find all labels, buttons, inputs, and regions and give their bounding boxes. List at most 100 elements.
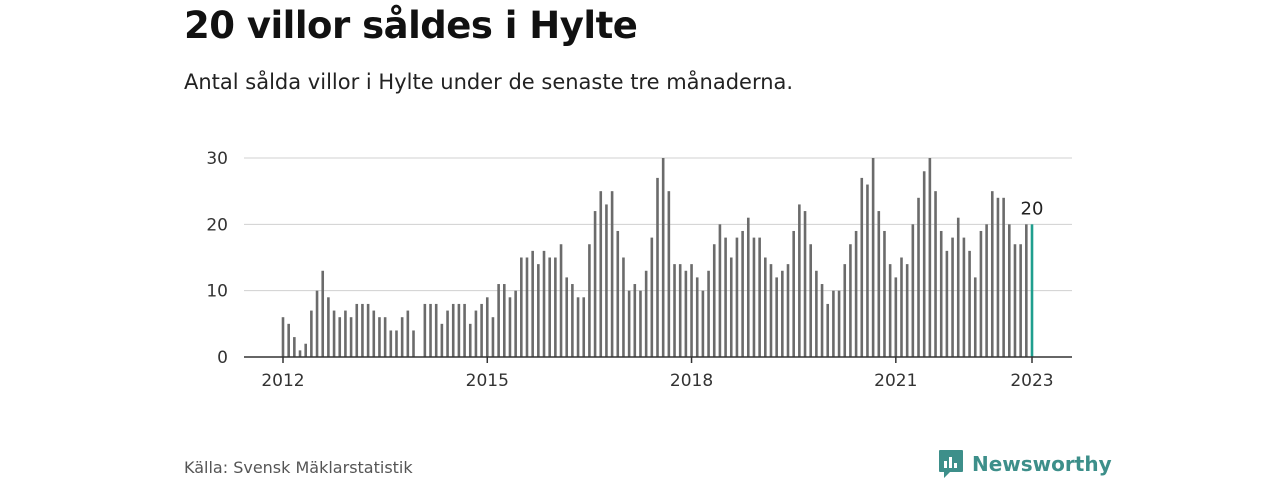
highlighted-bar [1030, 224, 1034, 357]
bar [378, 317, 381, 357]
bar [321, 270, 325, 357]
bar [474, 310, 478, 357]
bar [395, 330, 398, 357]
bar [894, 277, 898, 357]
bar [599, 191, 603, 357]
bar [502, 284, 506, 357]
bar [548, 257, 551, 357]
bar [531, 250, 534, 357]
bar [644, 270, 648, 357]
bar [332, 310, 336, 357]
bar [922, 171, 926, 357]
bar [996, 197, 1000, 357]
bar [361, 303, 364, 357]
bar [712, 244, 716, 357]
bar [610, 191, 614, 357]
bar [372, 310, 376, 357]
bar [338, 317, 342, 357]
bar [786, 264, 790, 357]
bar [849, 244, 852, 357]
bar [956, 217, 960, 357]
bar [900, 257, 903, 357]
bar [928, 158, 932, 357]
bar [446, 310, 449, 357]
bar [389, 330, 393, 357]
bar [866, 184, 869, 357]
bar [366, 303, 370, 357]
bar [781, 270, 784, 357]
bar [911, 224, 915, 357]
bar [752, 237, 756, 357]
source-note: Källa: Svensk Mäklarstatistik [184, 458, 413, 477]
bar [718, 224, 722, 357]
bar [746, 217, 750, 357]
x-tick-label: 2021 [874, 371, 917, 391]
bar [695, 277, 699, 357]
bar [520, 257, 523, 357]
bar [383, 317, 387, 357]
bar [684, 270, 688, 357]
bar [571, 284, 574, 357]
bar [871, 158, 875, 357]
bar [281, 317, 285, 357]
bar [451, 303, 455, 357]
bar [468, 323, 472, 357]
bar [355, 303, 359, 357]
bar [661, 158, 665, 357]
bar [968, 250, 971, 357]
bar [406, 310, 410, 357]
bar [639, 290, 642, 357]
data-label: 20 [1021, 198, 1044, 219]
bar [440, 323, 444, 357]
bar [588, 244, 591, 357]
bar [945, 250, 949, 357]
y-tick-label: 20 [206, 215, 228, 235]
bar [559, 244, 563, 357]
bar [633, 284, 637, 357]
bar [764, 257, 767, 357]
bar [934, 191, 937, 357]
bar [990, 191, 994, 357]
bar [429, 303, 432, 357]
bar [349, 317, 353, 357]
bar [1019, 244, 1022, 357]
bar [304, 343, 307, 357]
bar [576, 297, 580, 357]
bar [792, 230, 795, 357]
bar [298, 350, 302, 357]
bar [565, 277, 569, 357]
bar [820, 284, 824, 357]
bar [554, 257, 557, 357]
bar [593, 211, 597, 357]
bar [310, 310, 313, 357]
bar [656, 177, 659, 357]
bar [287, 323, 290, 357]
bar [877, 211, 881, 357]
bar [457, 303, 461, 357]
bar [514, 290, 517, 357]
bar [758, 237, 761, 357]
chart-subtitle: Antal sålda villor i Hylte under de sena… [184, 70, 794, 94]
bar [400, 317, 404, 357]
bar [917, 197, 920, 357]
bar [627, 290, 631, 357]
x-tick-label: 2012 [261, 371, 304, 391]
bar [463, 303, 466, 357]
bar [525, 257, 529, 357]
bar [888, 264, 892, 357]
bar [826, 303, 830, 357]
bar [327, 297, 330, 357]
bar [860, 177, 864, 357]
bar [1013, 244, 1017, 357]
y-tick-label: 0 [217, 348, 228, 368]
bar [678, 264, 682, 357]
y-tick-label: 10 [206, 282, 228, 302]
bar [832, 290, 835, 357]
bar [673, 264, 676, 357]
newsworthy-logo-icon [939, 450, 963, 478]
bar [423, 303, 427, 357]
bar [485, 297, 489, 357]
bar [497, 284, 500, 357]
bar-chart: 0 10 20 30 2012 2015 2018 2021 2023 20 [206, 149, 1072, 391]
bar [979, 230, 983, 357]
